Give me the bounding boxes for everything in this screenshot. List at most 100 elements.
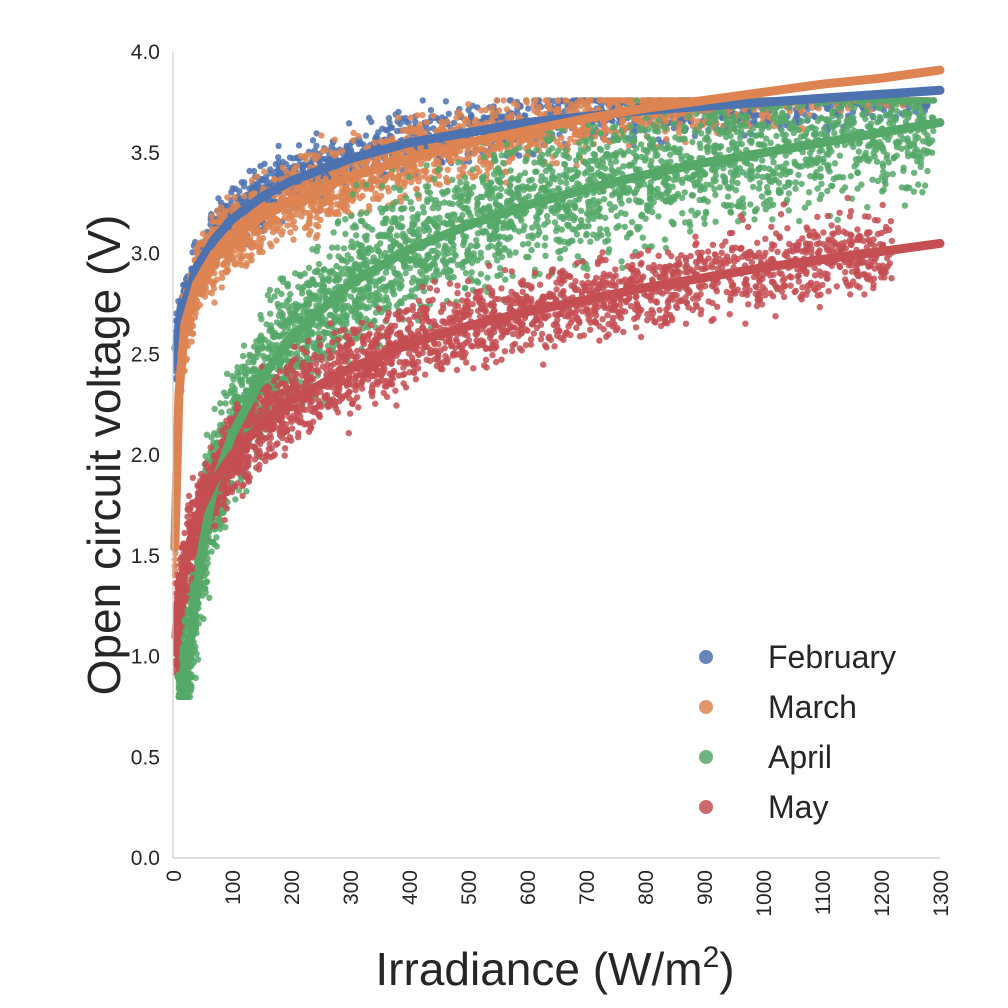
data-point [313, 130, 320, 137]
data-point [331, 136, 338, 143]
data-point [337, 168, 344, 176]
data-point [614, 97, 621, 104]
data-point [535, 133, 542, 140]
data-point [384, 184, 391, 192]
data-point [419, 111, 426, 119]
data-point [316, 207, 323, 215]
data-point [413, 185, 420, 193]
data-point [412, 118, 419, 126]
data-point [359, 192, 366, 200]
data-point [211, 299, 218, 306]
data-point [619, 118, 627, 125]
data-point [534, 241, 541, 249]
data-point [697, 122, 704, 129]
data-point [445, 110, 452, 118]
data-point [298, 205, 306, 212]
data-point [500, 159, 507, 167]
data-point [482, 106, 489, 114]
data-point [525, 105, 532, 112]
data-point [224, 194, 231, 201]
data-point [287, 229, 294, 236]
data-point [430, 112, 437, 120]
data-point [667, 151, 674, 158]
data-point [607, 97, 614, 104]
data-point [329, 170, 336, 177]
data-point [804, 115, 811, 122]
data-point [233, 200, 240, 208]
data-point [347, 146, 355, 154]
data-point [751, 117, 758, 124]
data-point [675, 129, 683, 136]
data-point [443, 118, 451, 125]
data-point [342, 185, 349, 192]
data-point [455, 109, 462, 116]
data-point [678, 194, 686, 202]
data-point [601, 123, 608, 130]
data-point [261, 168, 268, 175]
data-point [348, 212, 355, 220]
data-point [314, 231, 321, 239]
data-point [554, 97, 561, 104]
data-point [256, 236, 263, 243]
data-point [349, 137, 357, 144]
data-point [747, 201, 754, 208]
data-point [386, 119, 393, 127]
data-point [382, 126, 390, 134]
data-point [238, 261, 245, 269]
data-point [313, 142, 320, 149]
data-point [545, 101, 552, 109]
data-point [204, 288, 211, 296]
data-point [248, 191, 255, 198]
data-point [349, 191, 356, 198]
data-point [749, 183, 757, 191]
data-point [461, 284, 469, 292]
data-point [262, 173, 270, 181]
data-point [253, 243, 260, 250]
data-point [254, 230, 261, 237]
data-point [301, 224, 309, 232]
data-point [290, 218, 298, 225]
data-point [231, 194, 238, 201]
data-point [324, 191, 331, 199]
data-point [328, 143, 335, 150]
data-point [315, 176, 322, 184]
data-point [355, 132, 362, 140]
data-point [655, 213, 662, 220]
data-point [248, 251, 255, 259]
data-point [414, 112, 421, 119]
data-point [295, 142, 303, 149]
data-point [425, 176, 432, 184]
data-point [208, 225, 216, 233]
data-point [465, 106, 472, 114]
data-point [525, 240, 532, 247]
data-point [254, 180, 262, 187]
data-point [319, 147, 327, 155]
data-point [564, 140, 572, 148]
data-point [488, 104, 495, 112]
data-point [273, 237, 280, 244]
data-point [923, 103, 931, 110]
data-point [340, 245, 348, 252]
data-point [284, 222, 291, 229]
data-point [407, 114, 415, 121]
data-point [324, 210, 331, 218]
data-point [527, 139, 534, 146]
data-point [472, 149, 479, 156]
data-point [353, 181, 360, 189]
data-point [399, 127, 406, 134]
data-point [500, 97, 507, 104]
data-point [639, 97, 647, 104]
data-point [248, 239, 255, 246]
data-point [465, 101, 472, 108]
data-point [605, 103, 613, 110]
data-point [218, 284, 225, 291]
data-point [271, 176, 278, 183]
data-point [223, 266, 231, 274]
data-point [275, 142, 282, 150]
data-point [224, 261, 231, 268]
data-point [483, 114, 490, 122]
data-point [387, 171, 394, 178]
data-point [267, 166, 274, 173]
data-point [464, 147, 471, 155]
data-point [553, 160, 560, 167]
